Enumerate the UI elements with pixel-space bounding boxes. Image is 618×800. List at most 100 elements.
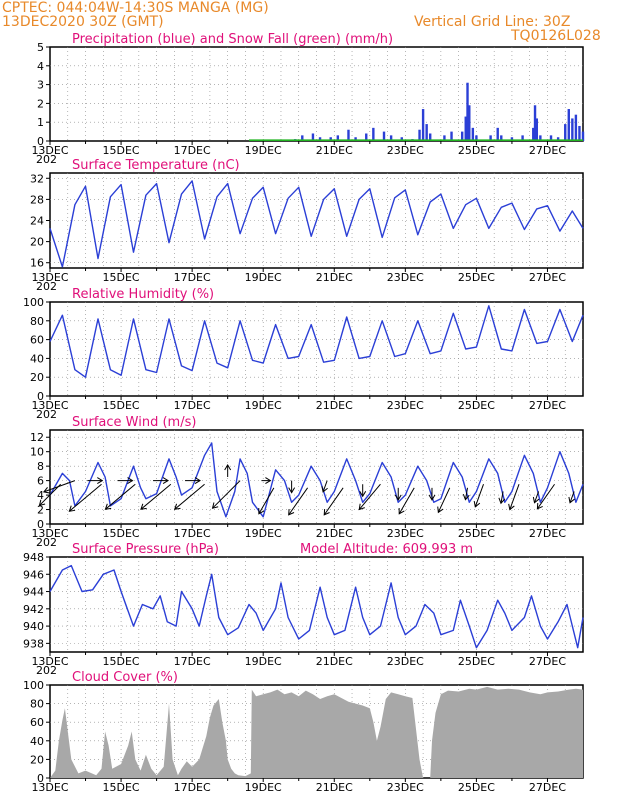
- cloud-xtick-label: 21DEC: [316, 781, 353, 794]
- pres-xtick-label: 21DEC: [316, 655, 353, 668]
- wind-arrow-head: [359, 490, 367, 498]
- precip-bar: [365, 133, 368, 141]
- temp-xtick-label: 15DEC: [103, 271, 140, 284]
- rh-xtick-label: 21DEC: [316, 399, 353, 412]
- wind-arrow-head: [42, 487, 50, 494]
- precip-title: Precipitation (blue) and Snow Fall (gree…: [72, 32, 393, 47]
- temp-panel: 16 20 24 28 32 13DEC 15DEC 17DEC 19DEC 21DEC 23DEC…: [30, 158, 584, 293]
- wind-arrow-head: [358, 503, 365, 511]
- wind-ytick-label: 8: [37, 460, 44, 473]
- wind-arrow-head: [288, 509, 295, 516]
- wind-arrow-head: [68, 505, 76, 512]
- temp-xtick-label: 25DEC: [458, 271, 495, 284]
- rh-ytick-label: 60: [30, 334, 44, 347]
- precip-bar: [489, 135, 492, 141]
- precip-xtick-label: 15DEC: [103, 144, 140, 157]
- wind-xtick-label: 27DEC: [529, 527, 566, 540]
- precip-ytick-label: 2: [37, 97, 44, 110]
- precip-bar: [532, 127, 535, 141]
- wind-arrow-head: [127, 477, 134, 485]
- rh-year-fragment: 202: [36, 408, 57, 421]
- wind-arrow: [534, 491, 540, 503]
- pres-xtick-label: 15DEC: [103, 655, 140, 668]
- pres-ytick-label: 942: [23, 603, 44, 616]
- precip-bar: [510, 137, 514, 141]
- rh-xtick-label: 23DEC: [387, 399, 424, 412]
- wind-arrow-head: [473, 500, 481, 508]
- precip-bar: [318, 137, 322, 141]
- cloud-ytick-label: 0: [37, 772, 44, 785]
- pres-ytick-label: 946: [23, 568, 44, 581]
- wind-arrow-head: [532, 496, 540, 504]
- wind-arrow: [474, 484, 484, 507]
- precip-bar: [475, 135, 478, 141]
- precip-xtick-label: 13DEC: [31, 144, 68, 157]
- wind-arrow-head: [437, 506, 444, 514]
- wind-arrow: [212, 480, 241, 509]
- wind-arrow: [39, 483, 62, 506]
- precip-bar: [336, 135, 340, 141]
- precip-bar: [564, 124, 567, 141]
- wind-arrow-head: [38, 499, 46, 507]
- pres-title: Surface Pressure (hPa): [72, 542, 219, 557]
- rh-series-line: [49, 305, 584, 378]
- header-date: 13DEC2020 30Z (GMT): [2, 14, 164, 30]
- precip-bar: [468, 105, 471, 141]
- pres-xtick-label: 17DEC: [174, 655, 211, 668]
- precip-bar: [443, 135, 446, 141]
- pres-ytick-label: 938: [23, 637, 44, 650]
- precip-ytick-label: 4: [37, 60, 44, 73]
- rh-ytick-label: 80: [30, 315, 44, 328]
- wind-arrow: [258, 487, 275, 515]
- precip-bar: [382, 131, 386, 141]
- wind-ytick-label: 6: [37, 475, 44, 488]
- wind-xtick-label: 21DEC: [316, 527, 353, 540]
- wind-arrow-head: [173, 503, 181, 510]
- wind-arrow: [105, 483, 136, 510]
- precip-bar: [535, 118, 539, 141]
- precip-bar: [574, 114, 578, 141]
- wind-arrow: [322, 480, 328, 493]
- header-station: CPTEC: 044:04W-14:30S MANGA (MG): [2, 0, 269, 16]
- rh-ytick-label: 100: [23, 296, 44, 309]
- wind-year-fragment: 202: [36, 536, 57, 549]
- wind-arrow-head: [162, 477, 170, 485]
- temp-xtick-label: 13DEC: [31, 271, 68, 284]
- wind-arrow: [398, 487, 415, 515]
- temp-ytick-label: 24: [30, 215, 44, 228]
- precip-xtick-label: 17DEC: [174, 144, 211, 157]
- wind-arrow-head: [140, 503, 147, 510]
- rh-xtick-label: 25DEC: [458, 399, 495, 412]
- temp-ytick-label: 20: [30, 236, 44, 249]
- wind-xtick-label: 19DEC: [245, 527, 282, 540]
- panels: 0 12 3 4 5 13DEC 15DEC 17DEC 19DEC 21DEC 23DEC 25DE…: [23, 32, 585, 794]
- cloud-panel: 0 20 40 60 80 100 13DEC 15DEC 17DEC 19DEC 21DEC 23D…: [23, 670, 584, 794]
- cloud-area: [50, 686, 583, 778]
- precip-ytick-label: 5: [37, 41, 44, 54]
- precip-bar: [347, 129, 350, 141]
- temp-xtick-label: 27DEC: [529, 271, 566, 284]
- cloud-xtick-label: 13DEC: [31, 781, 68, 794]
- precip-bar: [567, 109, 570, 141]
- wind-arrow: [43, 480, 76, 493]
- wind-series-line: [49, 442, 584, 518]
- wind-ytick-label: 12: [30, 431, 44, 444]
- wind-xtick-label: 23DEC: [387, 527, 424, 540]
- rh-xtick-label: 17DEC: [174, 399, 211, 412]
- wind-arrow-head: [211, 502, 219, 509]
- pres-panel: 938 940 942 944 946 948 13DEC 15DEC 17DEC 19DEC 21…: [23, 542, 584, 677]
- rh-xtick-label: 19DEC: [245, 399, 282, 412]
- precip-ytick-label: 3: [37, 79, 44, 92]
- wind-arrow-head: [498, 497, 506, 505]
- wind-arrow-head: [224, 464, 232, 471]
- cloud-xtick-label: 19DEC: [245, 781, 282, 794]
- wind-arrow-head: [258, 507, 265, 515]
- cloud-ytick-label: 60: [30, 716, 44, 729]
- precip-bar: [581, 131, 585, 141]
- precip-bar: [425, 124, 428, 141]
- temp-year-fragment: 202: [36, 280, 57, 293]
- precip-bar: [533, 105, 537, 141]
- rh-ytick-label: 20: [30, 371, 44, 384]
- precip-bar: [521, 135, 524, 141]
- pres-xtick-label: 23DEC: [387, 655, 424, 668]
